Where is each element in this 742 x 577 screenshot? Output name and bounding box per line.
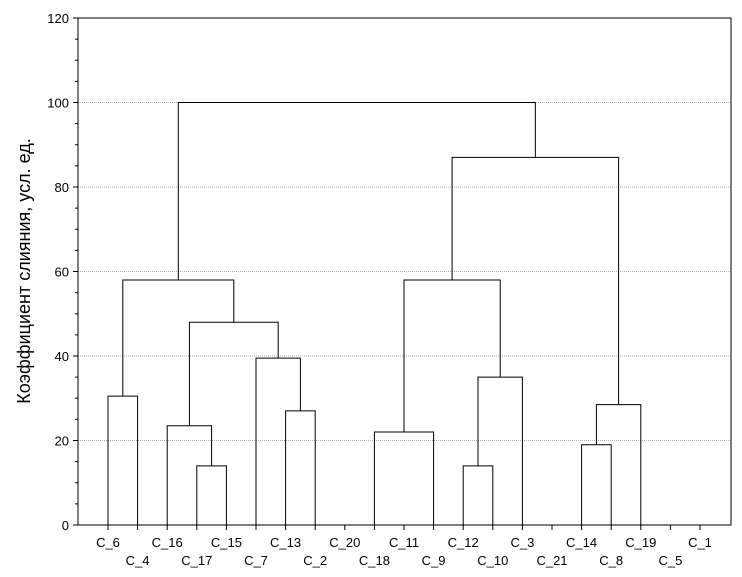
leaf-label: C_3 [510,535,534,550]
leaf-label: C_18 [359,553,390,568]
leaf-label: C_5 [658,553,682,568]
leaf-label: C_16 [152,535,183,550]
leaf-label: C_21 [536,553,567,568]
dendrogram-link [462,465,494,525]
dendrogram-link [285,410,316,525]
leaf-label: C_7 [244,553,268,568]
leaf-label: C_6 [96,535,120,550]
dendrogram-link [196,465,227,525]
leaf-label: C_13 [270,535,301,550]
dendrogram-link [122,279,235,397]
leaf-label: C_9 [422,553,446,568]
leaf-label: C_11 [389,535,419,550]
leaf-label: C_15 [211,535,242,550]
y-tick-label: 60 [55,265,69,280]
leaf-label: C_12 [448,535,479,550]
y-tick-label: 20 [55,434,69,449]
leaf-label: C_10 [477,553,508,568]
leaf-label: C_19 [625,535,656,550]
y-axis: 0 20 40 60 80 100 120 [47,11,78,533]
dendrogram-link [255,357,301,525]
dendrogram-links [107,102,642,525]
y-tick-label: 80 [55,180,69,195]
dendrogram-link [107,395,139,525]
dendrogram-link [477,376,523,525]
dendrogram-link [177,102,536,280]
dendrogram-link [581,444,612,525]
leaf-label: C_17 [181,553,212,568]
y-tick-label: 120 [47,11,69,26]
leaf-label: C_8 [599,553,623,568]
leaf-label: C_4 [126,553,150,568]
dendrogram-link [595,404,642,525]
leaf-labels: C_6 C_4C_16 C_17 C_15C_7C_13C_2C_20 C_18 C_11… [96,525,712,568]
dendrogram-link [373,431,435,525]
y-tick-label: 100 [47,96,69,111]
leaf-label: C_20 [329,535,360,550]
dendrogram-link [451,156,620,405]
y-axis-title: Коэффициент слияния, усл. ед. [14,138,34,403]
leaf-label: C_14 [566,535,597,550]
leaf-label: C_1 [688,535,712,550]
dendrogram-link [188,321,279,426]
y-tick-label: 0 [62,518,69,533]
y-tick-label: 40 [55,349,69,364]
leaf-label: C_2 [303,553,327,568]
